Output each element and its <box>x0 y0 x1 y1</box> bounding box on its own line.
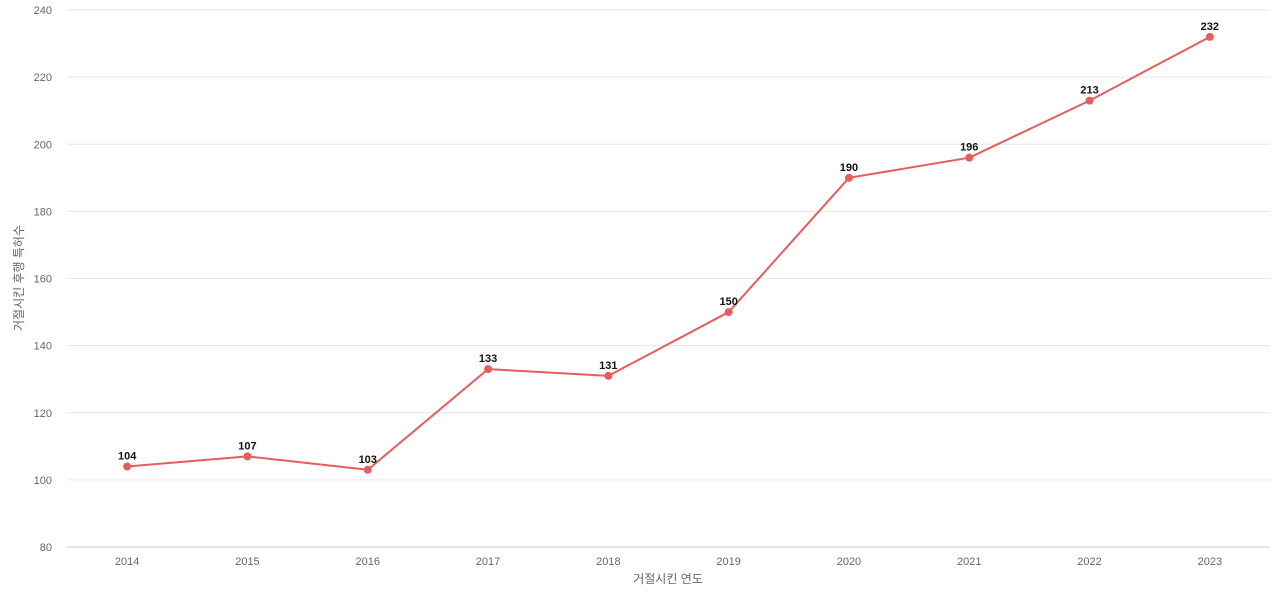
x-axis: 2014 2015 2016 2017 2018 2019 2020 2021 2022 2023 <box>115 556 1222 568</box>
y-tick-label: 140 <box>34 341 52 353</box>
x-tick-label: 2023 <box>1198 556 1222 568</box>
data-label: 213 <box>1080 85 1098 97</box>
data-point[interactable] <box>243 452 252 461</box>
data-label: 103 <box>359 454 377 466</box>
data-point[interactable] <box>1205 32 1214 41</box>
y-tick-label: 200 <box>34 139 52 151</box>
data-point[interactable] <box>844 173 853 182</box>
data-label: 107 <box>238 440 256 452</box>
y-tick-label: 100 <box>34 475 52 487</box>
data-point[interactable] <box>1085 96 1094 105</box>
data-point[interactable] <box>484 365 493 374</box>
y-tick-label: 220 <box>34 72 52 84</box>
x-tick-label: 2022 <box>1077 556 1101 568</box>
y-tick-label: 180 <box>34 206 52 218</box>
data-label: 150 <box>719 296 737 308</box>
x-axis-title: 거절시킨 연도 <box>633 572 703 586</box>
x-tick-label: 2019 <box>716 556 740 568</box>
data-point[interactable] <box>965 153 974 162</box>
data-point[interactable] <box>363 465 372 474</box>
x-tick-label: 2021 <box>957 556 981 568</box>
grid <box>67 9 1270 548</box>
data-label: 232 <box>1201 21 1219 33</box>
x-tick-label: 2016 <box>356 556 380 568</box>
y-axis: 80 100 120 140 160 180 200 220 240 <box>34 5 52 554</box>
data-label: 196 <box>960 142 978 154</box>
series-line <box>127 35 1211 471</box>
x-tick-label: 2020 <box>837 556 861 568</box>
y-tick-label: 240 <box>34 5 52 17</box>
y-axis-title: 거절시킨 후행 특허수 <box>11 225 26 331</box>
x-tick-label: 2018 <box>596 556 620 568</box>
data-point[interactable] <box>604 371 613 380</box>
x-tick-label: 2017 <box>476 556 500 568</box>
data-point[interactable] <box>724 308 733 317</box>
y-tick-label: 160 <box>34 274 52 286</box>
data-label: 133 <box>479 353 497 365</box>
y-tick-label: 120 <box>34 408 52 420</box>
data-labels: 104 107 103 133 131 150 190 196 213 232 <box>118 21 1219 466</box>
y-tick-label: 80 <box>40 542 52 554</box>
x-tick-label: 2015 <box>235 556 259 568</box>
data-point[interactable] <box>123 462 132 471</box>
data-label: 131 <box>599 360 617 372</box>
x-tick-label: 2014 <box>115 556 139 568</box>
data-label: 190 <box>840 162 858 174</box>
series <box>123 32 1214 474</box>
data-label: 104 <box>118 450 137 462</box>
